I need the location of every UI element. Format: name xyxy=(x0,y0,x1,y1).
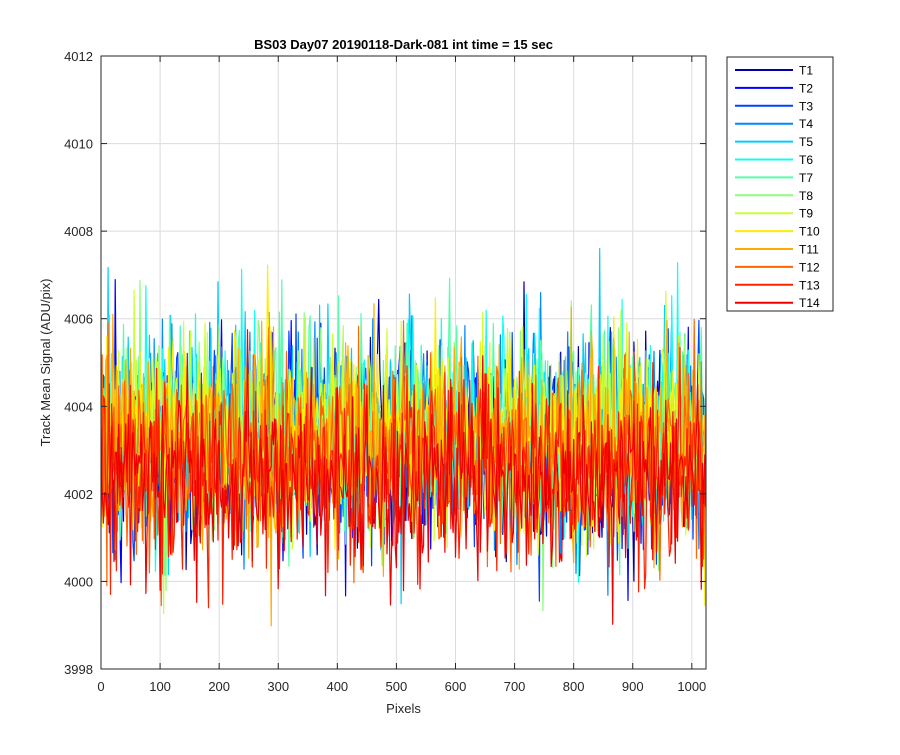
plot-frame xyxy=(100,55,707,670)
legend-label-t11: T11 xyxy=(799,243,819,257)
x-tick-label: 600 xyxy=(445,679,467,694)
legend-label-t4: T4 xyxy=(799,117,813,131)
y-tick-label: 4002 xyxy=(64,487,93,502)
y-tick-label: 4012 xyxy=(64,49,93,64)
x-tick-label: 400 xyxy=(326,679,348,694)
chart-title: BS03 Day07 20190118-Dark-081 int time = … xyxy=(254,37,553,52)
legend-label-t2: T2 xyxy=(799,81,813,95)
x-tick-label: 100 xyxy=(149,679,171,694)
x-tick-label: 500 xyxy=(386,679,408,694)
x-tick-label: 900 xyxy=(622,679,644,694)
series-line-t14 xyxy=(101,329,706,625)
x-tick-label: 0 xyxy=(97,679,104,694)
legend-label-t12: T12 xyxy=(799,260,820,274)
legend-box xyxy=(726,56,834,312)
x-tick-label: 300 xyxy=(267,679,289,694)
y-tick-label: 4004 xyxy=(64,399,93,414)
y-axis-label: Track Mean Signal (ADU/pix) xyxy=(38,279,53,447)
legend-label-t14: T14 xyxy=(799,296,820,310)
x-tick-label: 200 xyxy=(208,679,230,694)
legend-label-t3: T3 xyxy=(799,99,813,113)
y-tick-label: 4006 xyxy=(64,312,93,327)
x-axis-label: Pixels xyxy=(386,701,421,716)
legend-label-t7: T7 xyxy=(799,171,813,185)
legend-label-t6: T6 xyxy=(799,153,813,167)
y-tick-label: 3998 xyxy=(64,662,93,677)
x-tick-label: 800 xyxy=(563,679,585,694)
series-layer xyxy=(101,248,706,627)
legend-label-t1: T1 xyxy=(799,64,813,78)
legend-label-t9: T9 xyxy=(799,207,813,221)
legend-label-t10: T10 xyxy=(799,225,820,239)
y-tick-label: 4000 xyxy=(64,574,93,589)
x-tick-label: 1000 xyxy=(677,679,706,694)
x-tick-label: 700 xyxy=(504,679,526,694)
y-tick-label: 4008 xyxy=(64,224,93,239)
axis-ticks: 0 100 200 300 400 500 600 700 800 900 1000 3998 4000… xyxy=(64,49,706,694)
legend-label-t13: T13 xyxy=(799,278,820,292)
legend-label-t8: T8 xyxy=(799,189,813,203)
y-tick-label: 4010 xyxy=(64,137,93,152)
legend-label-t5: T5 xyxy=(799,135,813,149)
legend: T1 T2 T3 T4 T5 T6 T7 T8 T9 T10 T11 T12 T13 T14 xyxy=(726,56,834,312)
